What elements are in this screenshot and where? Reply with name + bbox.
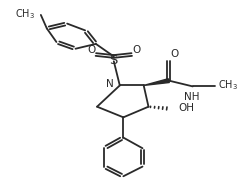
Polygon shape bbox=[144, 79, 169, 85]
Text: O: O bbox=[132, 45, 141, 55]
Text: S: S bbox=[110, 54, 118, 67]
Text: N: N bbox=[106, 79, 114, 90]
Text: O: O bbox=[87, 45, 95, 55]
Text: OH: OH bbox=[178, 103, 194, 113]
Text: O: O bbox=[170, 49, 178, 59]
Text: CH$_3$: CH$_3$ bbox=[15, 7, 35, 21]
Text: CH$_3$: CH$_3$ bbox=[218, 79, 238, 92]
Text: NH: NH bbox=[184, 92, 200, 102]
